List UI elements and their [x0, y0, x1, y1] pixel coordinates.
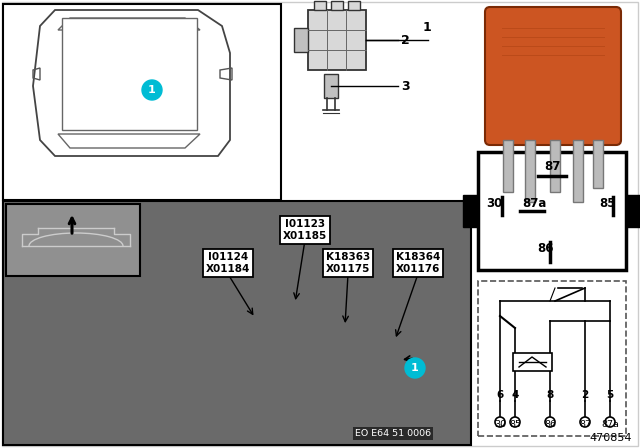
- Text: 87: 87: [579, 420, 591, 429]
- Text: 1: 1: [411, 363, 419, 373]
- Text: I01123
X01185: I01123 X01185: [283, 219, 327, 241]
- Text: 30: 30: [494, 420, 506, 429]
- Text: 85: 85: [600, 197, 616, 210]
- Text: K18363
X01175: K18363 X01175: [326, 252, 370, 274]
- Text: 86: 86: [538, 241, 554, 254]
- Text: 87a: 87a: [522, 197, 546, 210]
- Bar: [550, 140, 560, 192]
- Bar: [463, 195, 478, 227]
- Text: 87a: 87a: [601, 420, 619, 429]
- Text: 1: 1: [148, 85, 156, 95]
- Text: 2: 2: [581, 390, 589, 400]
- Text: 86: 86: [544, 420, 556, 429]
- Bar: [314, 1, 326, 10]
- Bar: [294, 28, 308, 52]
- Bar: [3, 201, 471, 445]
- Text: 5: 5: [606, 390, 614, 400]
- Circle shape: [142, 80, 162, 100]
- Text: 3: 3: [401, 79, 410, 92]
- Circle shape: [495, 417, 505, 427]
- Bar: [573, 140, 583, 202]
- Text: 470854: 470854: [589, 433, 632, 443]
- Bar: [513, 353, 552, 371]
- Text: 85: 85: [509, 420, 521, 429]
- FancyBboxPatch shape: [485, 7, 621, 145]
- Bar: [626, 195, 640, 227]
- Bar: [62, 18, 197, 130]
- Bar: [503, 140, 513, 192]
- Circle shape: [545, 417, 555, 427]
- Text: I01124
X01184: I01124 X01184: [206, 252, 250, 274]
- Bar: [525, 140, 535, 202]
- Text: K18364
X01176: K18364 X01176: [396, 252, 440, 274]
- Text: 2: 2: [401, 34, 410, 47]
- Bar: [348, 1, 360, 10]
- Bar: [3, 4, 281, 200]
- Circle shape: [580, 417, 590, 427]
- Circle shape: [605, 417, 615, 427]
- Circle shape: [510, 417, 520, 427]
- Bar: [324, 74, 338, 98]
- Bar: [478, 152, 626, 270]
- Bar: [593, 140, 603, 188]
- Bar: [6, 204, 140, 276]
- Text: 6: 6: [497, 390, 504, 400]
- Text: 4: 4: [511, 390, 518, 400]
- Text: EO E64 51 0006: EO E64 51 0006: [355, 429, 431, 438]
- Text: 87: 87: [544, 159, 560, 172]
- Text: 1: 1: [423, 21, 432, 34]
- Text: 30: 30: [486, 197, 502, 210]
- Circle shape: [405, 358, 425, 378]
- Bar: [478, 281, 626, 436]
- Bar: [308, 10, 366, 70]
- Bar: [331, 1, 343, 10]
- Text: 8: 8: [547, 390, 554, 400]
